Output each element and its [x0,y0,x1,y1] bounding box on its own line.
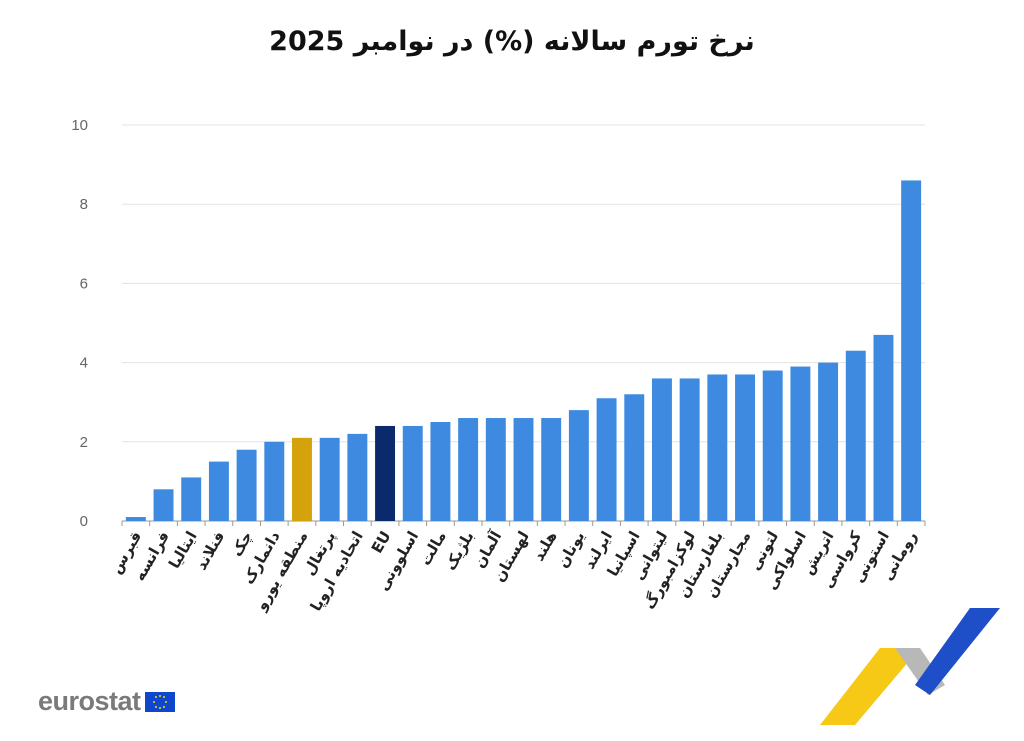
y-tick-label: 2 [80,434,88,451]
bar-3 [181,477,202,521]
bar-20 [651,378,672,521]
logo-text: eurostat [38,686,141,716]
x-category-label: فنلاند [192,528,228,573]
bar-22 [707,374,728,521]
eu-flag-icon [144,691,175,712]
bar-8 [319,437,340,521]
bar-15 [513,418,534,521]
bar-1 [125,517,146,521]
bar-27 [845,350,866,521]
bar-9 [347,433,368,521]
bar-26 [818,362,839,521]
bar-18 [596,398,617,521]
bar-14 [485,418,506,521]
bar-29 [901,180,922,521]
bar-4 [208,461,229,521]
bar-19 [624,394,645,521]
x-category-label: بلژیک [441,528,478,573]
bar-11 [402,425,423,521]
bar-7 [292,437,312,521]
bar-2 [153,489,174,521]
y-tick-label: 10 [71,117,88,134]
bar-25 [790,366,811,521]
y-tick-label: 6 [80,275,88,292]
bar-6 [264,441,285,521]
bar-23 [735,374,755,521]
eurostat-logo: eurostat [38,686,175,717]
bar-28 [873,334,894,521]
bar-12 [430,422,451,521]
bar-10 [375,425,396,521]
bar-5 [236,449,257,521]
bar-24 [762,370,783,521]
chart-title: نرخ تورم سالانه (%) در نوامبر 2025 [269,26,755,57]
bar-17 [568,410,589,521]
y-tick-label: 4 [80,355,88,372]
bar-16 [541,418,562,521]
y-tick-label: 8 [80,196,88,213]
y-tick-label: 0 [80,513,88,530]
bar-13 [458,418,479,521]
bar-21 [679,378,700,521]
x-category-label: EU [368,528,395,556]
decorative-swoosh-graphic [820,608,1000,725]
